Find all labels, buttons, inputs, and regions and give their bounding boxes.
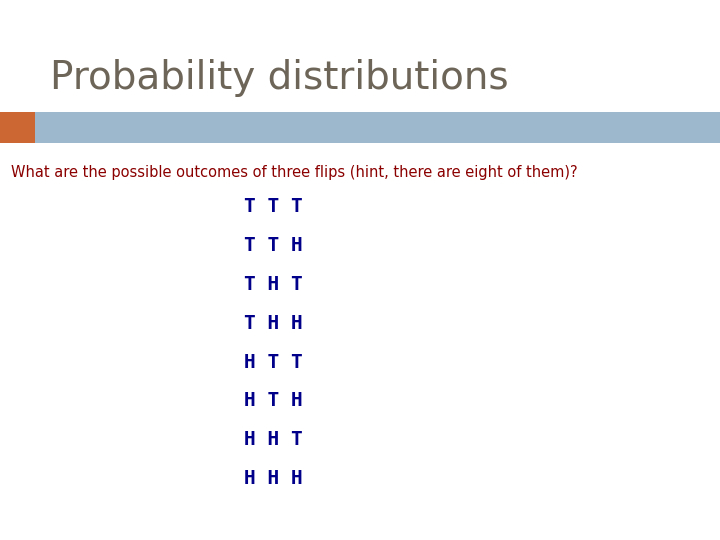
Text: H H H: H H H (244, 469, 303, 488)
Bar (0, 112, 35, 143)
Text: T T H: T T H (244, 236, 303, 255)
Text: What are the possible outcomes of three flips (hint, there are eight of them)?: What are the possible outcomes of three … (11, 165, 577, 180)
Text: T H T: T H T (244, 275, 303, 294)
Bar (35, 112, 720, 143)
Text: T H H: T H H (244, 314, 303, 333)
Text: H T H: H T H (244, 392, 303, 410)
Text: H T T: H T T (244, 353, 303, 372)
Text: H H T: H H T (244, 430, 303, 449)
Text: T T T: T T T (244, 197, 303, 216)
Text: Probability distributions: Probability distributions (50, 59, 509, 97)
